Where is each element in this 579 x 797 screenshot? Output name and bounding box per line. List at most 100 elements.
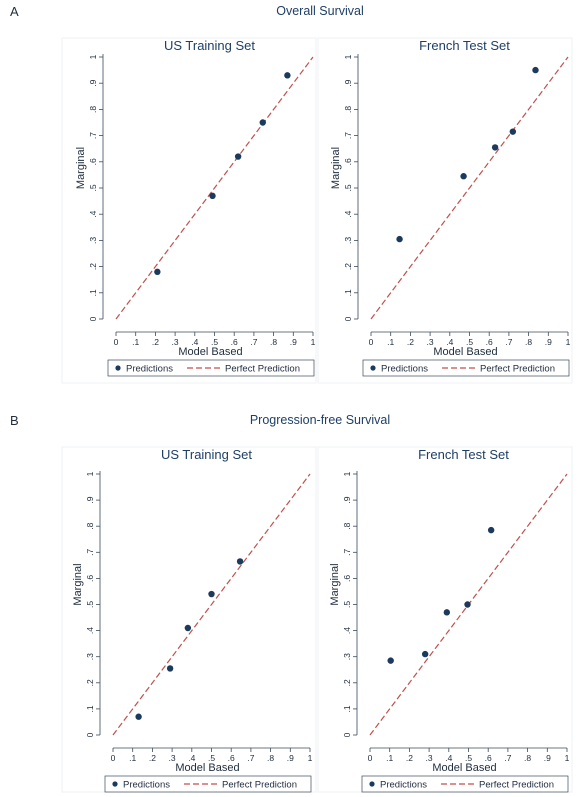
perfect-prediction-line xyxy=(112,473,311,736)
x-tick-label: 0 xyxy=(111,753,116,763)
prediction-point xyxy=(259,119,266,126)
prediction-point xyxy=(208,590,215,598)
x-tick-label: 1 xyxy=(565,753,570,763)
x-tick-label: .8 xyxy=(525,337,532,347)
y-tick-label: .7 xyxy=(88,132,98,139)
y-tick-label: .1 xyxy=(342,705,352,712)
prediction-point xyxy=(532,66,539,74)
y-tick-label: .2 xyxy=(85,679,95,686)
x-tick-label: .9 xyxy=(287,753,294,763)
x-tick-label: .7 xyxy=(250,337,257,347)
y-tick-label: .8 xyxy=(342,522,352,529)
y-tick-label: .2 xyxy=(88,263,98,270)
x-tick-label: .6 xyxy=(228,753,235,763)
legend-marker-predictions xyxy=(112,781,118,787)
x-tick-label: .4 xyxy=(446,337,453,347)
x-tick-label: .3 xyxy=(427,337,434,347)
x-tick-label: .5 xyxy=(211,337,218,347)
prediction-point xyxy=(184,624,192,632)
prediction-point xyxy=(464,601,471,608)
legend-label-perfect-prediction: Perfect Prediction xyxy=(479,780,554,791)
x-tick-label: .6 xyxy=(485,753,492,763)
x-tick-label: 0 xyxy=(368,753,373,763)
y-axis-label: Marginal xyxy=(330,147,342,189)
prediction-point xyxy=(443,609,451,616)
x-tick-label: .7 xyxy=(505,337,512,347)
prediction-point xyxy=(236,558,244,565)
x-tick-label: .9 xyxy=(545,337,552,347)
x-tick-label: .5 xyxy=(208,753,215,763)
y-tick-label: .6 xyxy=(343,158,353,165)
prediction-point xyxy=(387,657,394,664)
y-tick-label: 1 xyxy=(343,54,353,59)
x-tick-label: .7 xyxy=(247,753,254,763)
y-tick-label: .2 xyxy=(343,263,353,270)
legend-label-perfect-prediction: Perfect Prediction xyxy=(225,364,300,375)
y-tick-label: .3 xyxy=(343,237,353,244)
x-tick-label: .2 xyxy=(406,753,413,763)
y-tick-label: .7 xyxy=(85,548,95,555)
x-tick-label: .8 xyxy=(267,753,274,763)
y-tick-label: 1 xyxy=(85,471,95,476)
x-tick-label: .2 xyxy=(149,753,156,763)
legend-marker-predictions xyxy=(115,365,121,371)
y-tick-label: .5 xyxy=(85,601,95,608)
chart-4: French Test Set 0 0 .1 .1 .2 .2 .3 .3 .4 .4 .5 .5 .6.… xyxy=(317,446,573,793)
y-tick-label: .4 xyxy=(88,210,98,217)
perfect-prediction-line xyxy=(370,56,569,320)
x-tick-label: .4 xyxy=(191,337,198,347)
prediction-point xyxy=(154,268,161,276)
chart-2: French Test Set 0 0 .1 .1 .2 .2 .3 .3 .4 .4 .5 .5 .6.… xyxy=(317,37,573,384)
x-tick-label: .4 xyxy=(188,753,195,763)
y-tick-label: .2 xyxy=(342,679,352,686)
x-tick-label: .5 xyxy=(466,337,473,347)
y-tick-label: .8 xyxy=(85,522,95,529)
prediction-point xyxy=(487,526,495,534)
x-axis-label: Model Based xyxy=(432,762,496,774)
x-axis-label: Model Based xyxy=(178,346,242,358)
y-tick-label: .4 xyxy=(343,210,353,217)
legend-label-predictions: Predictions xyxy=(126,364,173,375)
prediction-point xyxy=(234,153,242,160)
prediction-point xyxy=(166,665,174,672)
x-tick-label: 1 xyxy=(311,337,316,347)
x-tick-label: .3 xyxy=(426,753,433,763)
x-tick-label: .1 xyxy=(132,337,139,347)
legend-label-perfect-prediction: Perfect Prediction xyxy=(222,780,297,791)
prediction-point xyxy=(209,192,216,200)
x-tick-label: .1 xyxy=(387,337,394,347)
y-tick-label: .8 xyxy=(88,106,98,113)
y-tick-label: .4 xyxy=(342,627,352,634)
y-tick-label: 0 xyxy=(343,316,353,321)
y-tick-label: .1 xyxy=(85,705,95,712)
y-tick-label: .7 xyxy=(343,132,353,139)
x-tick-label: .8 xyxy=(270,337,277,347)
y-axis-label: Marginal xyxy=(75,147,87,189)
perfect-prediction-line xyxy=(115,56,314,320)
x-tick-label: .2 xyxy=(152,337,159,347)
y-tick-label: .5 xyxy=(88,184,98,191)
x-tick-label: 1 xyxy=(566,337,571,347)
y-tick-label: .4 xyxy=(85,627,95,634)
chart-1: US Training Set 0 0 .1 .1 .2 .2 .3 .3 .4 .4 .5 .5 .6.… xyxy=(61,37,317,384)
chart-frame xyxy=(61,37,317,384)
y-axis-label: Marginal xyxy=(329,563,341,605)
y-tick-label: 0 xyxy=(85,732,95,737)
y-tick-label: .9 xyxy=(343,79,353,86)
prediction-point xyxy=(284,72,291,79)
x-tick-label: 0 xyxy=(369,337,374,347)
x-tick-label: .3 xyxy=(169,753,176,763)
x-axis-label: Model Based xyxy=(433,346,497,358)
chart-title: US Training Set xyxy=(164,38,255,53)
x-tick-label: .7 xyxy=(504,753,511,763)
section-title-progression-free-survival: Progression-free Survival xyxy=(249,413,391,427)
panel-label-b: B xyxy=(10,413,19,428)
y-tick-label: 0 xyxy=(88,316,98,321)
legend-label-perfect-prediction: Perfect Prediction xyxy=(480,364,555,375)
x-tick-label: .1 xyxy=(386,753,393,763)
section-title-overall-survival: Overall Survival xyxy=(276,4,364,18)
legend-label-predictions: Predictions xyxy=(381,364,428,375)
prediction-point xyxy=(460,173,467,180)
x-tick-label: 1 xyxy=(308,753,313,763)
